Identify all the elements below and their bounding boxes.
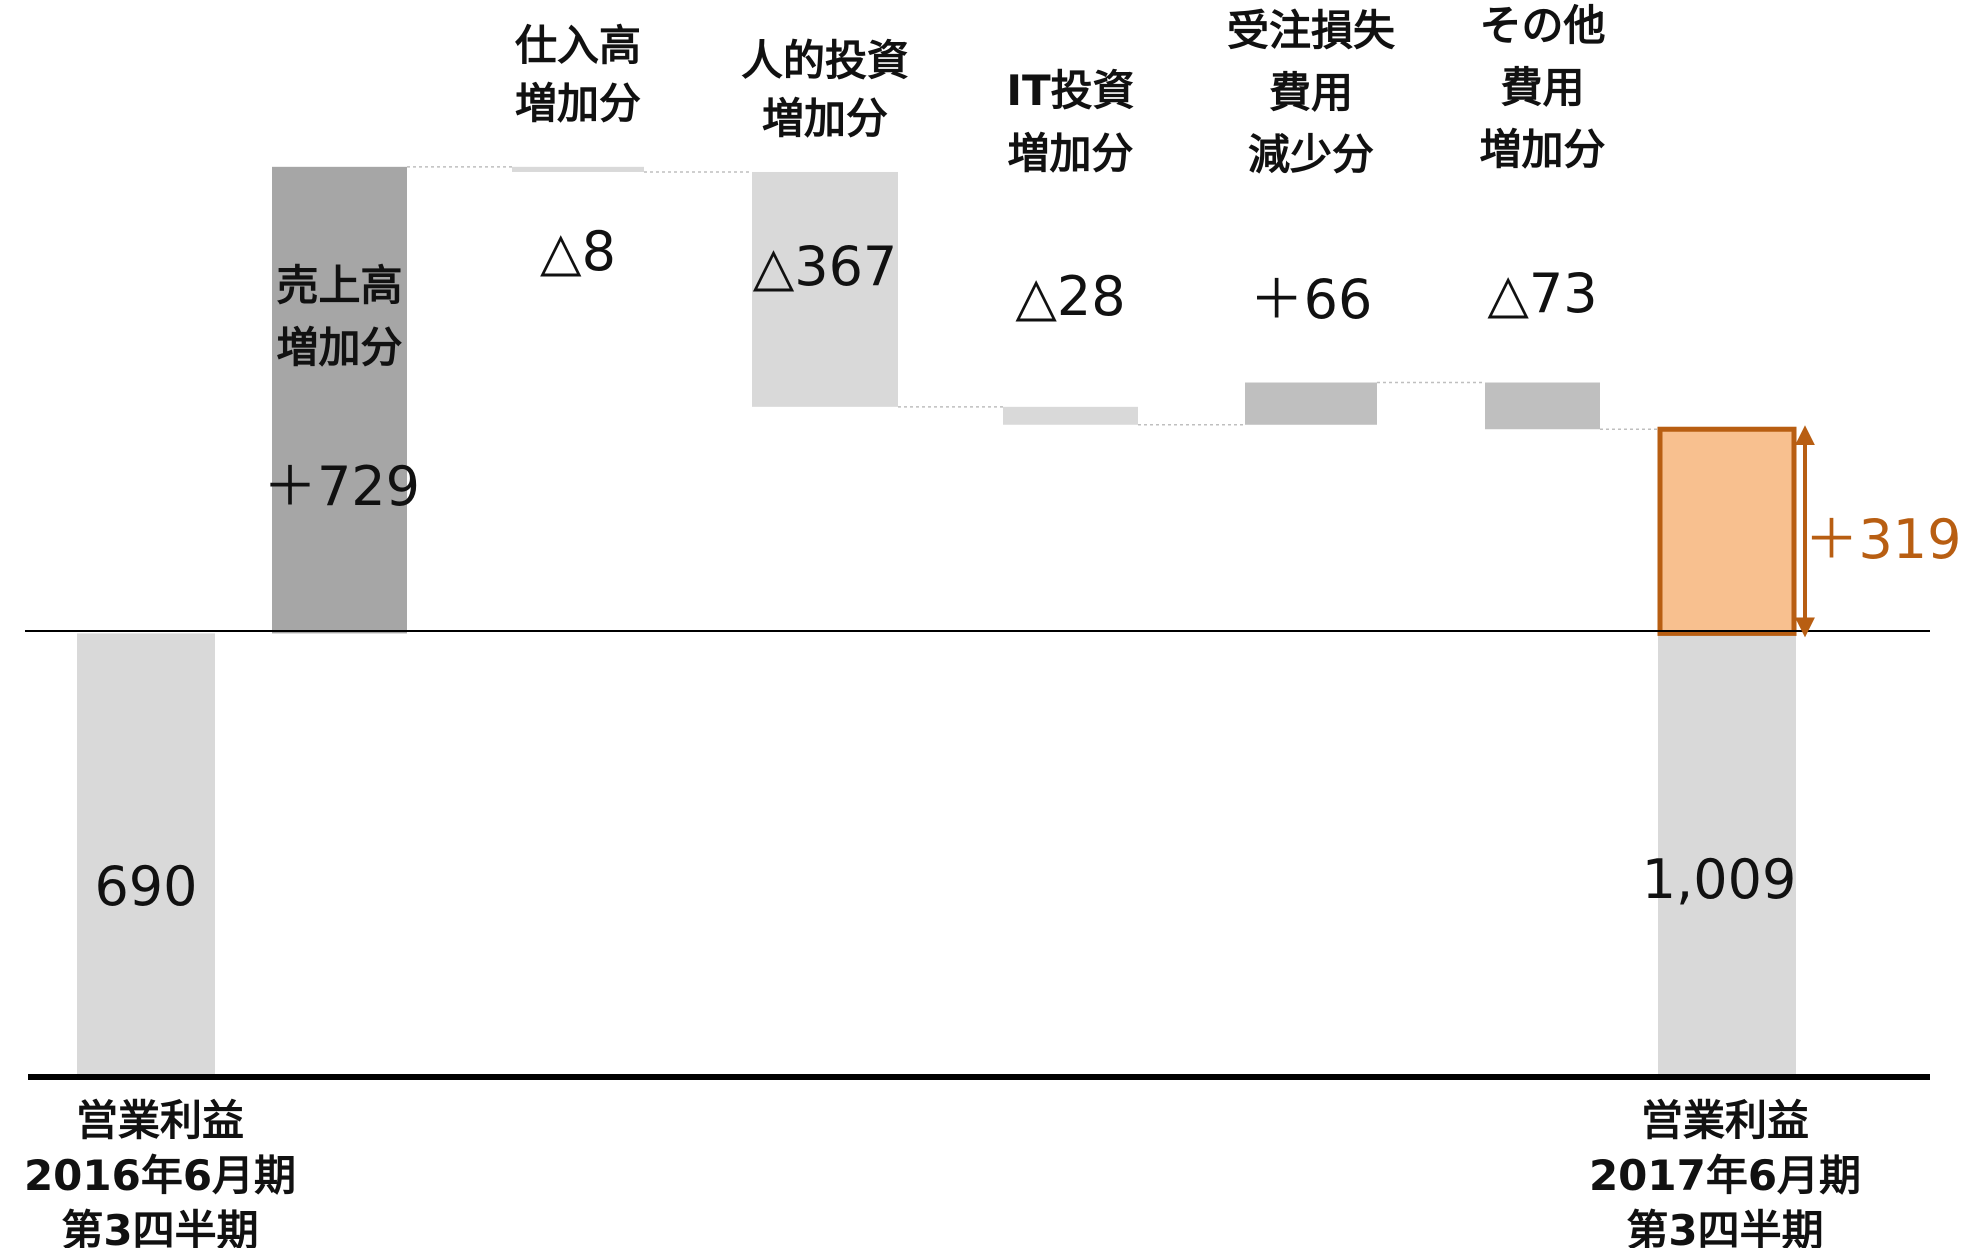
category-label-step-6: 増加分 (1479, 125, 1605, 174)
category-label-step-4: 増加分 (1007, 129, 1133, 178)
bar-step-4 (1003, 406, 1138, 425)
category-label-end: 2017年6月期 (1589, 1151, 1861, 1200)
data-label-step-2: △8 (540, 220, 616, 283)
data-label-step-5: ＋66 (1250, 268, 1373, 331)
data-label-step-1: ＋729 (263, 455, 420, 518)
category-label-step-6: その他 (1479, 1, 1605, 50)
data-label-start: 690 (94, 855, 197, 918)
category-label-step-3: 増加分 (762, 94, 888, 143)
bar-step-6 (1485, 382, 1600, 430)
bar-end-difference (1657, 426, 1797, 636)
category-label-step-5: 減少分 (1248, 130, 1374, 179)
bar-end (1658, 633, 1796, 1075)
bar-step-3 (752, 171, 898, 407)
category-label-start: 第3四半期 (61, 1206, 258, 1248)
data-label-step-4: △28 (1015, 265, 1125, 328)
data-label-step-6: △73 (1487, 262, 1597, 325)
category-label-step-1: 売上高 (276, 261, 402, 310)
category-label-step-1: 増加分 (276, 323, 402, 372)
difference-label: ＋319 (1804, 508, 1961, 571)
category-label-step-2: 増加分 (515, 79, 641, 128)
bar-step-1 (272, 166, 407, 634)
category-label-step-3: 人的投資 (741, 36, 909, 85)
data-label-end: 1,009 (1642, 848, 1797, 911)
category-label-start: 2016年6月期 (24, 1151, 296, 1200)
bar-start (77, 633, 215, 1075)
category-label-step-2: 仕入高 (515, 21, 641, 70)
data-label-step-3: △367 (753, 235, 898, 298)
bar-step-2 (512, 166, 644, 172)
category-label-step-5: 費用 (1269, 68, 1353, 117)
category-label-start: 営業利益 (76, 1096, 244, 1145)
category-label-step-4: IT投資 (1006, 66, 1134, 115)
category-label-end: 第3四半期 (1626, 1206, 1823, 1248)
bar-step-5 (1245, 382, 1377, 425)
category-label-step-6: 費用 (1500, 63, 1584, 112)
category-label-step-5: 受注損失 (1227, 6, 1396, 55)
category-label-end: 営業利益 (1641, 1096, 1809, 1145)
